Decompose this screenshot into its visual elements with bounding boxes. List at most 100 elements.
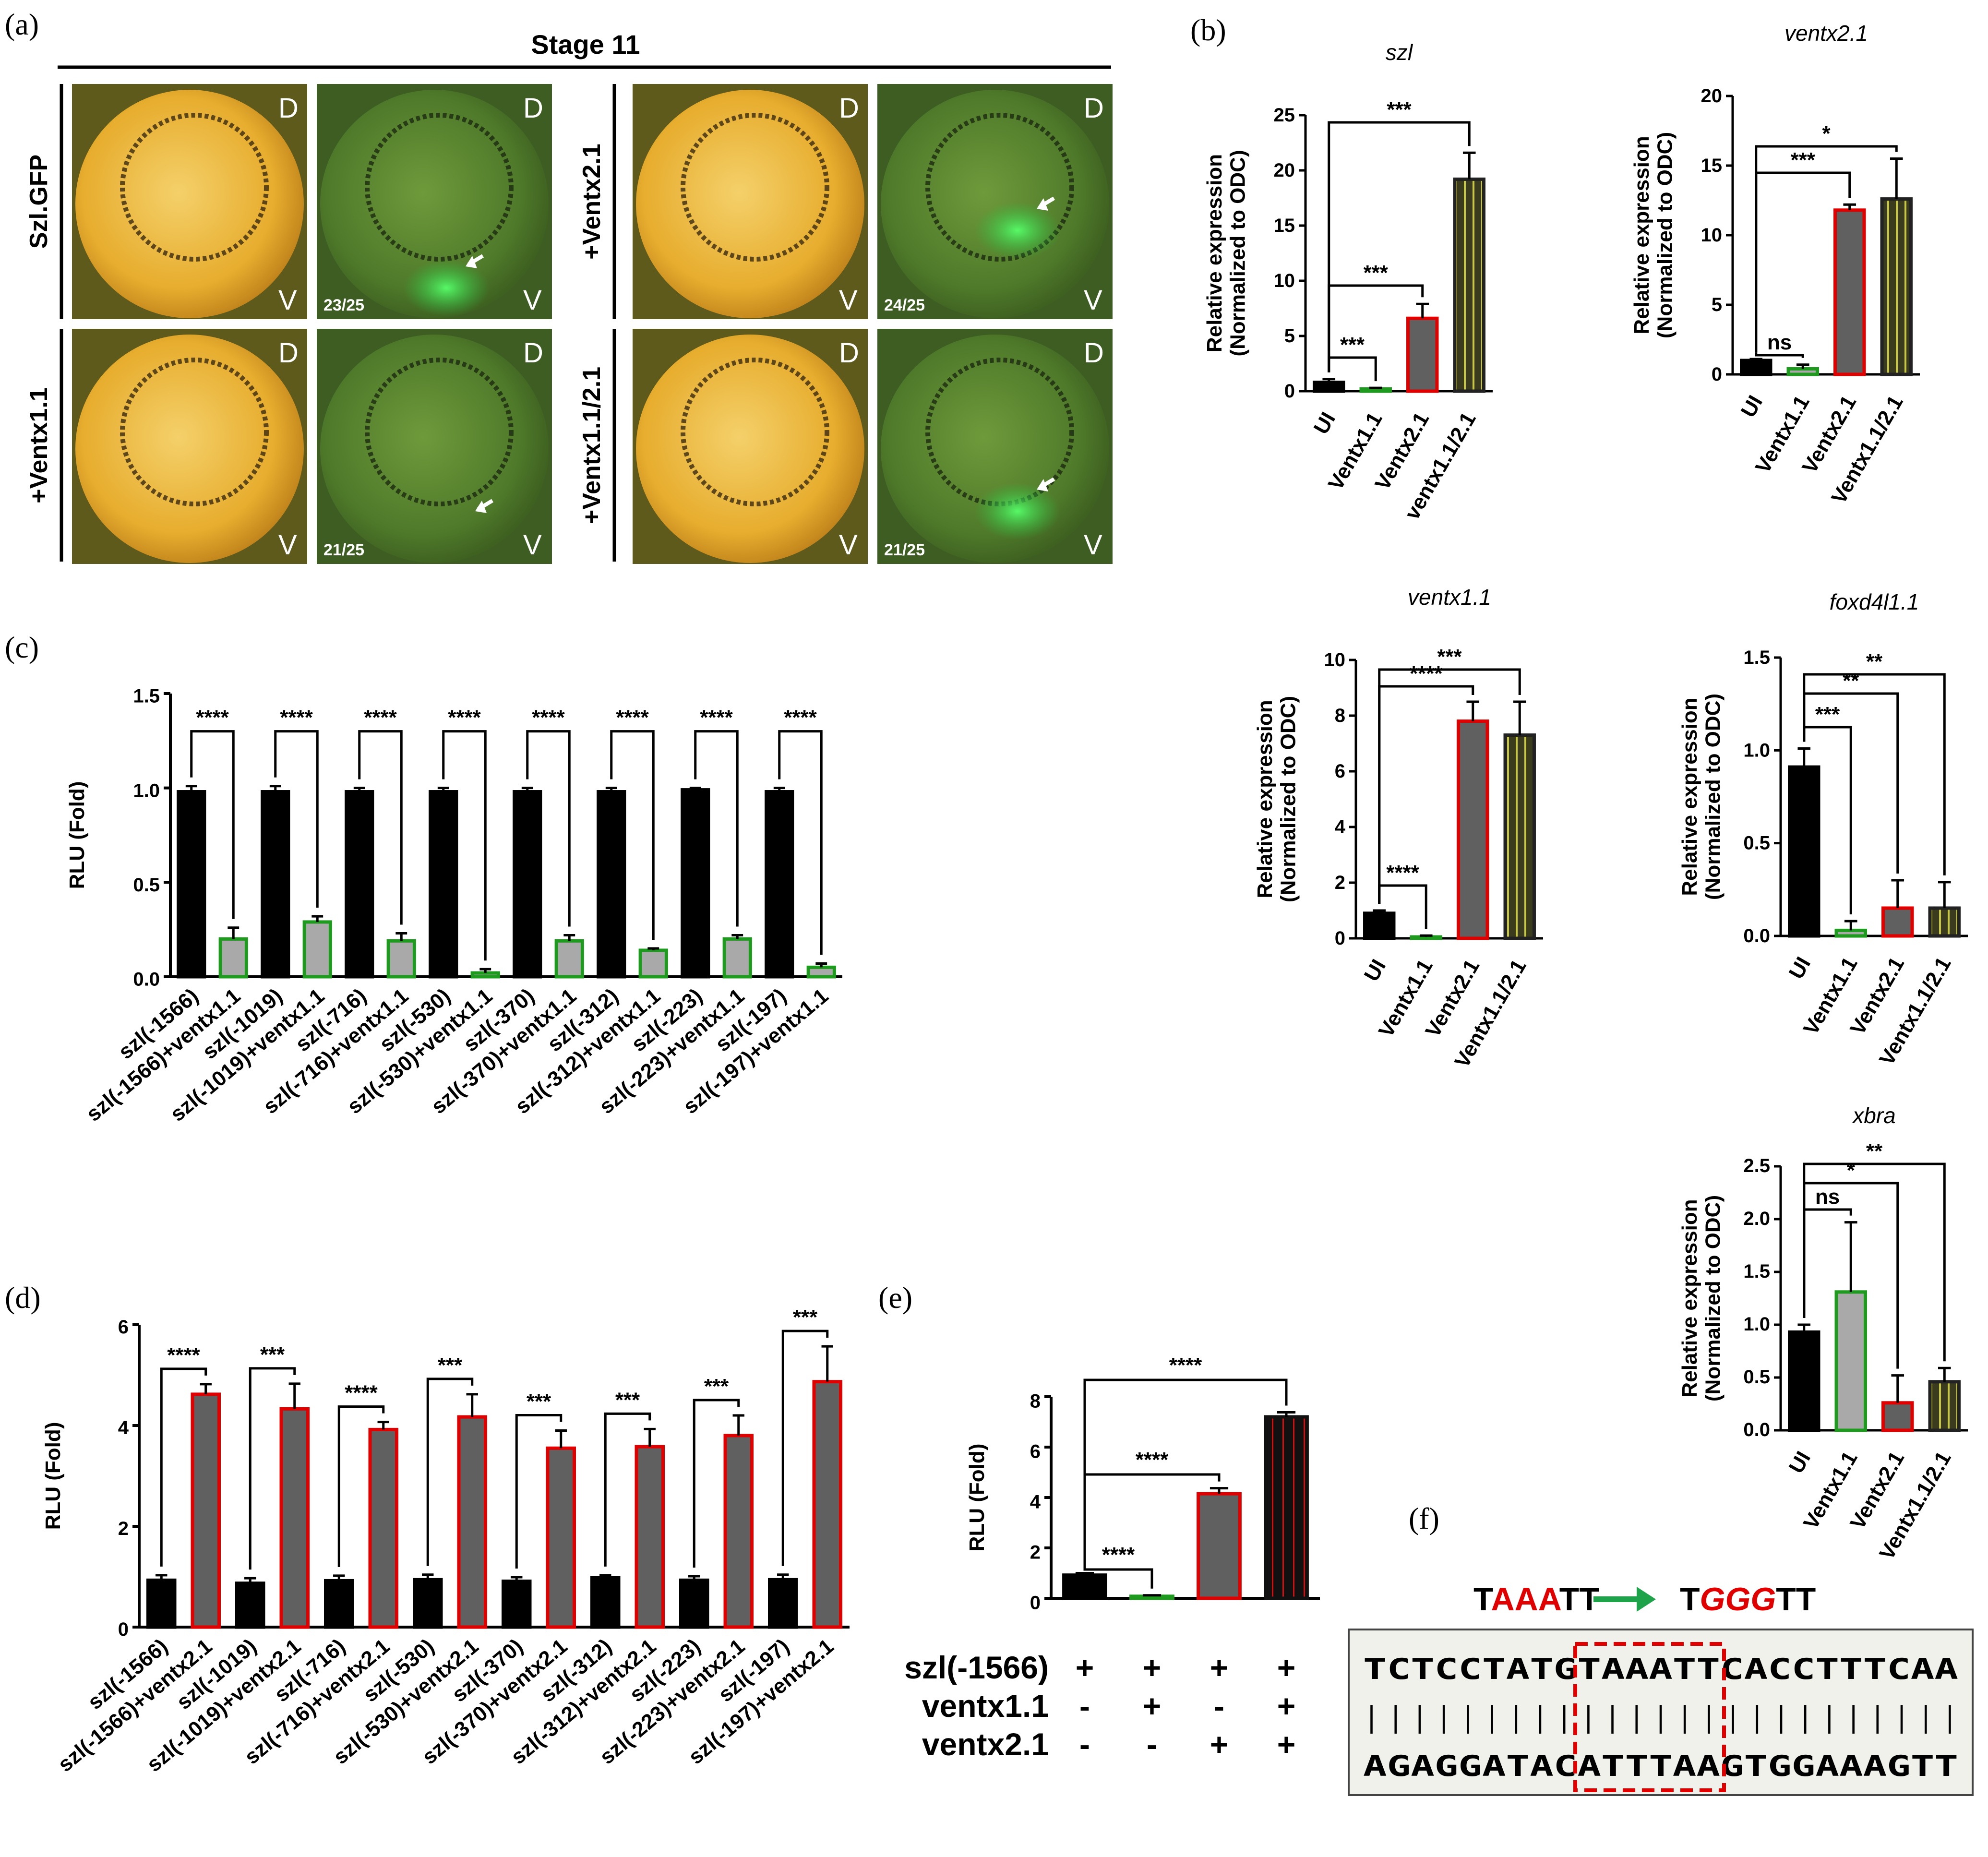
bar — [1788, 765, 1820, 938]
bar — [597, 790, 626, 979]
mutation-from-suffix: TT — [1559, 1581, 1599, 1617]
ventral-label: V — [1084, 529, 1102, 561]
significance-bracket: **** — [526, 706, 571, 927]
bar-2 — [1197, 1487, 1242, 1600]
embryo — [881, 90, 1109, 318]
y-tick-label: 2 — [118, 1518, 129, 1539]
significance-label: *** — [1437, 645, 1462, 669]
embryo — [75, 335, 304, 563]
bar-1 — [1129, 1594, 1174, 1600]
bar-13 — [723, 1414, 754, 1629]
significance-label: *** — [1791, 148, 1816, 172]
panel-a: Stage 11 Szl.GFP +Ventx1.1 +Ventx2.1 +Ve… — [25, 29, 1113, 564]
bar — [146, 1578, 177, 1629]
significance-label: ns — [1815, 1185, 1840, 1209]
bracket-line — [778, 730, 823, 955]
bar-3 — [1453, 151, 1485, 393]
motif-box — [1573, 1642, 1726, 1792]
bar — [722, 937, 752, 979]
mutation-to: TGGGTT — [1680, 1581, 1816, 1617]
bracket-line — [1755, 352, 1804, 358]
bar — [1359, 387, 1392, 393]
condition-sign: + — [1277, 1688, 1296, 1724]
bar-3 — [1928, 881, 1961, 938]
bar — [554, 939, 584, 979]
bar — [502, 1579, 532, 1629]
y-axis-label: Relative expression — [1678, 1199, 1701, 1397]
y-tick-label: 5 — [1284, 325, 1295, 347]
bracket-line — [426, 1378, 474, 1566]
bracket-line — [610, 730, 655, 940]
category-label: UI — [1784, 1448, 1815, 1478]
bracket-line — [1803, 1162, 1946, 1362]
significance-label: * — [1822, 122, 1831, 145]
bracket-line — [1803, 673, 1946, 875]
significance-label: *** — [793, 1306, 818, 1329]
chart-b_ventx11: ventx1.1 0 2 4 6 8 10 Relative expression (Norma… — [1253, 585, 1543, 1072]
significance-bracket: **** — [337, 1381, 385, 1567]
ventral-label: V — [839, 285, 858, 316]
y-tick-label: 0.0 — [1743, 925, 1770, 946]
condition-sign: + — [1277, 1726, 1296, 1762]
bar-2 — [1881, 1374, 1914, 1432]
bar-6 — [413, 1573, 443, 1629]
significance-label: **** — [784, 706, 817, 730]
significance-label: **** — [616, 706, 649, 730]
condition-row-label: ventx2.1 — [922, 1726, 1049, 1762]
significance-bracket: * — [1755, 122, 1898, 353]
y-tick-label: 10 — [1701, 225, 1723, 246]
bar-3 — [1928, 1366, 1961, 1432]
embryo-tile-ventx21-fluor: D V 24/25 — [877, 84, 1113, 319]
row-label-ventx11: +Ventx1.1 — [25, 387, 53, 503]
significance-bracket: ns — [1755, 331, 1804, 358]
chart-b_xbra: xbra 0.0 0.5 1.0 1.5 2.0 2.5 Relative expressio… — [1678, 1103, 1968, 1564]
significance-bracket: **** — [190, 706, 235, 919]
ventral-label: V — [278, 529, 297, 561]
y-axis-label: RLU (Fold) — [65, 781, 89, 889]
mutation-to-red: GGG — [1700, 1581, 1776, 1617]
condition-sign: - — [1079, 1726, 1090, 1762]
y-tick-label: 1.5 — [1743, 1261, 1770, 1282]
bracket-line — [1083, 1378, 1288, 1567]
bar-3 — [1880, 157, 1913, 376]
significance-label: **** — [1136, 1448, 1169, 1472]
bar-2 — [1457, 700, 1489, 940]
y-tick-label: 2 — [1335, 872, 1345, 893]
chart-title: foxd4l1.1 — [1830, 589, 1919, 614]
bar-1 — [1834, 1221, 1867, 1432]
y-tick-label: 5 — [1712, 294, 1722, 315]
bar — [1881, 906, 1914, 938]
significance-label: ** — [1866, 650, 1883, 673]
bracket-line — [337, 1405, 385, 1567]
y-tick-label: 1.0 — [1743, 1314, 1770, 1335]
bar-7 — [470, 968, 500, 979]
bar — [1453, 177, 1485, 393]
ventral-label: V — [839, 529, 858, 561]
bar-0 — [1788, 747, 1820, 938]
bar — [1062, 1573, 1107, 1600]
y-tick-label: 0 — [118, 1619, 129, 1640]
bracket-line — [160, 1367, 207, 1567]
bar-1 — [1786, 363, 1819, 376]
category-label: UI — [1309, 408, 1340, 439]
bar — [546, 1446, 576, 1629]
significance-label: * — [1847, 1159, 1856, 1182]
condition-sign: + — [1210, 1650, 1229, 1685]
significance-bracket: **** — [1083, 1543, 1153, 1589]
y-axis-label: (Normalized to ODC) — [1653, 132, 1677, 338]
significance-label: *** — [1815, 703, 1840, 726]
significance-label: **** — [1410, 662, 1443, 685]
embryo-tile-ventx11-fluor: D V 21/25 — [317, 329, 552, 564]
bar-15 — [812, 1345, 842, 1629]
bar — [368, 1427, 398, 1629]
significance-label: **** — [1102, 1543, 1135, 1567]
bar — [590, 1576, 621, 1629]
y-axis-label: Relative expression — [1203, 154, 1226, 352]
embryo-tile-ventx1121-bright: DV — [633, 329, 868, 564]
y-tick-label: 4 — [118, 1417, 129, 1438]
chart-b_ventx21: ventx2.1 0 5 10 15 20 Relative expression (Norm… — [1630, 21, 1920, 508]
significance-bracket: *** — [693, 1375, 740, 1568]
bar-12 — [679, 1575, 709, 1629]
